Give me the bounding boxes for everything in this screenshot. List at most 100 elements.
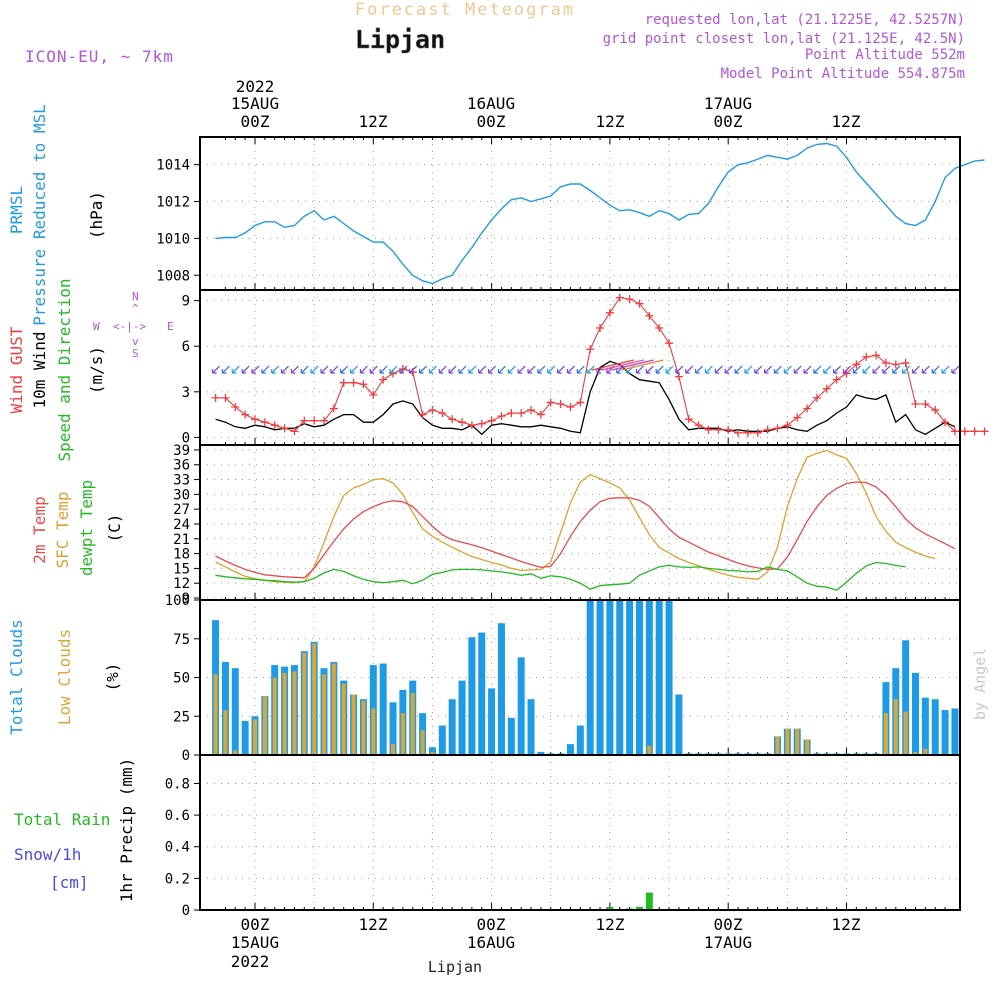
total-cloud-bar <box>497 623 505 755</box>
pressure-label-msl: Pressure Reduced to MSL <box>30 104 49 326</box>
total-cloud-bar <box>507 717 515 755</box>
wind-direction-arrow <box>833 365 842 374</box>
y-tick-label: 39 <box>173 443 190 459</box>
wind-direction-arrow <box>261 365 270 374</box>
total-cloud-bar <box>478 632 486 755</box>
wind-direction-arrow <box>438 365 447 374</box>
low-cloud-bar <box>410 693 415 755</box>
wind-direction-arrow <box>507 365 516 374</box>
wind-direction-arrow <box>764 365 773 374</box>
gust-marker <box>615 293 624 302</box>
gust-marker <box>566 403 575 412</box>
snow-unit-label: [cm] <box>50 873 89 892</box>
gust-marker <box>280 424 289 433</box>
wind-unit: (m/s) <box>87 346 106 394</box>
model-label: ICON-EU, ~ 7km <box>25 47 174 66</box>
total-cloud-bar <box>221 662 229 755</box>
wind-direction-arrow <box>665 365 674 374</box>
low-cloud-bar <box>233 750 238 755</box>
gust-marker <box>635 299 644 308</box>
wind-direction-arrow <box>754 365 763 374</box>
total-cloud-bar <box>586 600 594 755</box>
low-cloud-bar <box>223 710 228 755</box>
plot-layer: 1014101210101008963039363330272421181512… <box>156 136 989 919</box>
panel-frame-precip <box>199 754 961 911</box>
wind-direction-arrow <box>734 365 743 374</box>
wind-direction-arrow <box>941 365 950 374</box>
gust-marker <box>822 384 831 393</box>
total-cloud-bar <box>655 600 663 755</box>
gust-marker <box>655 323 664 332</box>
y-tick-label: 15 <box>173 561 190 577</box>
wind-direction-arrow <box>773 365 782 374</box>
sfc-temp-line <box>215 449 936 584</box>
gust-marker <box>369 390 378 399</box>
total-clouds-label: Total Clouds <box>7 619 26 735</box>
gust-marker <box>527 406 536 415</box>
top-day-label: 16AUG <box>467 94 515 113</box>
wind-direction-arrow <box>418 365 428 374</box>
compass-west: W <box>93 320 100 333</box>
point-altitude: Point Altitude 552m <box>805 47 965 63</box>
top-year-label: 2022 <box>236 77 275 96</box>
low-cloud-bar <box>302 652 307 755</box>
wind-direction-label: Speed and Direction <box>55 278 74 461</box>
top-hour-label: 00Z <box>714 112 743 131</box>
gust-marker <box>783 421 792 430</box>
low-cloud-bar <box>361 700 366 755</box>
wind-direction-arrow <box>488 365 497 374</box>
gust-marker <box>812 393 821 402</box>
t2m-label: 2m Temp <box>30 496 49 563</box>
rain-bar <box>645 892 653 910</box>
wind-direction-arrow <box>211 365 220 374</box>
gust-marker <box>507 409 516 418</box>
wind-direction-arrow <box>330 365 339 374</box>
y-tick-label: 0.8 <box>165 776 190 792</box>
wind-direction-arrow-strong <box>621 359 664 371</box>
gust-marker <box>950 427 959 436</box>
wind-direction-arrow <box>635 365 644 374</box>
total-cloud-bar <box>635 600 643 755</box>
total-cloud-bar <box>616 600 624 755</box>
low-cloud-bar <box>282 672 287 755</box>
low-cloud-bar <box>262 696 267 755</box>
wind-gust-line <box>215 297 985 434</box>
wind-direction-arrow <box>872 365 881 374</box>
bottom-hour-label: 12Z <box>359 915 388 934</box>
low-cloud-bar <box>775 736 780 755</box>
total-cloud-bar <box>626 600 634 755</box>
clouds-unit: (%) <box>103 663 122 692</box>
total-cloud-bar <box>576 725 584 755</box>
gust-marker <box>862 352 871 361</box>
total-cloud-bar <box>537 751 545 755</box>
gust-marker <box>605 308 614 317</box>
low-cloud-bar <box>351 694 356 755</box>
gust-marker <box>596 323 605 332</box>
gust-marker <box>881 358 890 367</box>
wind-direction-arrow <box>842 365 851 374</box>
wind-direction-arrow-strong <box>591 359 635 371</box>
bottom-hour-label: 00Z <box>241 915 270 934</box>
y-tick-label: 24 <box>173 517 190 533</box>
top-hour-label: 12Z <box>359 112 388 131</box>
y-tick-label: 21 <box>173 532 190 548</box>
wind-direction-arrow <box>300 365 309 374</box>
wind-direction-arrow <box>951 365 960 374</box>
location-title: Lipjan <box>355 25 445 54</box>
gust-marker <box>477 419 486 428</box>
wind-direction-arrow <box>695 365 704 374</box>
y-tick-label: 50 <box>173 671 190 687</box>
compass-down: v <box>132 335 139 348</box>
wind-direction-arrow <box>231 365 240 374</box>
wind-10m-line <box>215 360 956 436</box>
wind-direction-arrow <box>852 365 861 374</box>
wind-gust-label: Wind GUST <box>7 326 26 413</box>
gust-marker <box>241 410 250 419</box>
gust-marker <box>329 404 338 413</box>
gust-marker <box>803 404 812 413</box>
y-tick-label: 9 <box>182 591 190 607</box>
wind-direction-arrow <box>379 365 388 374</box>
y-tick-label: 1010 <box>156 231 190 247</box>
wind-direction-arrow <box>389 365 398 374</box>
wind-direction-arrow <box>882 365 891 374</box>
